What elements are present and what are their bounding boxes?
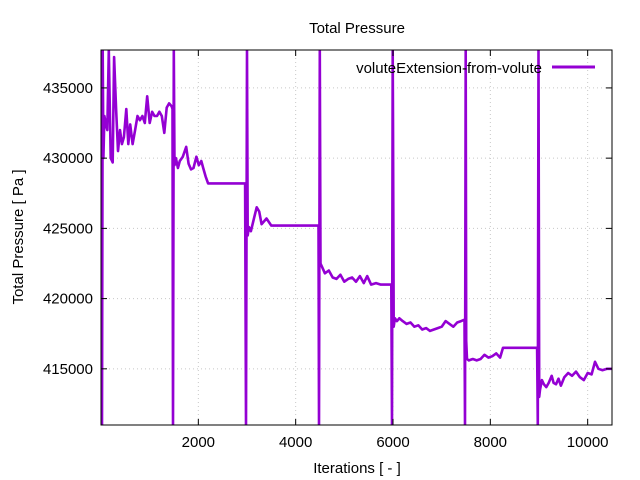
legend-label: voluteExtension-from-volute	[356, 60, 542, 77]
x-tick-label: 8000	[474, 434, 507, 451]
x-tick-label: 10000	[567, 434, 609, 451]
y-tick-label: 430000	[43, 150, 93, 167]
y-tick-label: 420000	[43, 291, 93, 308]
x-tick-label: 2000	[182, 434, 215, 451]
x-axis-title: Iterations [ - ]	[313, 460, 401, 477]
grid	[101, 50, 612, 425]
plot-frame	[100, 49, 613, 426]
series-layer	[101, 50, 612, 425]
x-tick-label: 6000	[376, 434, 409, 451]
chart-title: Total Pressure	[309, 20, 405, 37]
x-tick-label: 4000	[279, 434, 312, 451]
y-tick-label: 425000	[43, 220, 93, 237]
y-axis: 415000 420000 425000 430000 435000	[43, 80, 612, 378]
y-axis-title: Total Pressure [ Pa ]	[10, 169, 27, 304]
y-tick-label: 415000	[43, 361, 93, 378]
x-axis: 2000 4000 6000 8000 10000	[182, 50, 609, 451]
series-line	[101, 50, 612, 425]
legend: voluteExtension-from-volute	[356, 60, 595, 77]
y-tick-label: 435000	[43, 80, 93, 97]
